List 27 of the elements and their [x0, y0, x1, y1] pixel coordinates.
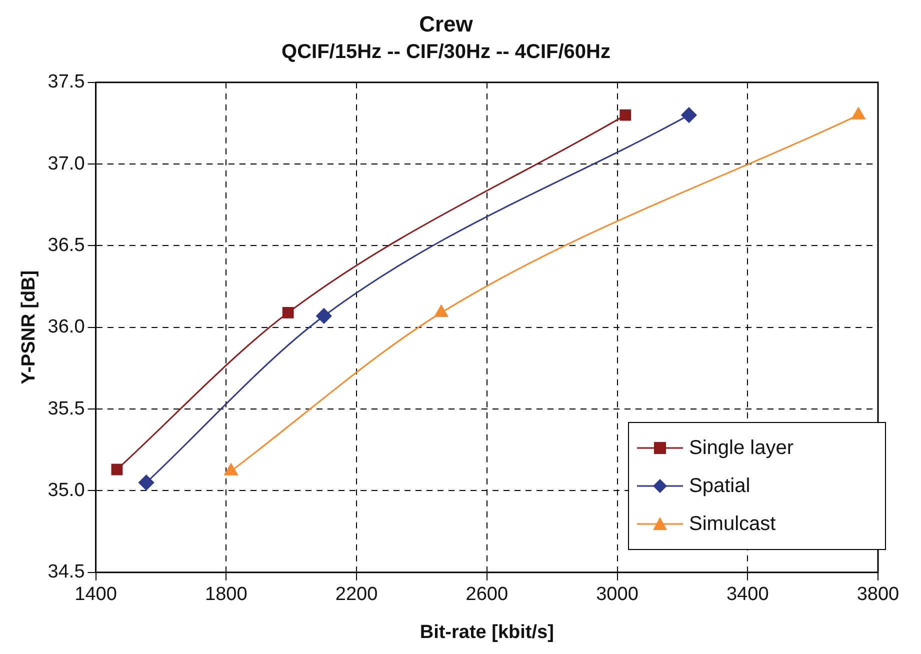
y-tick-label: 36.0 — [48, 316, 85, 338]
x-tick-label: 2600 — [466, 584, 508, 606]
y-tick-label: 34.5 — [48, 562, 85, 583]
legend-label: Single layer — [689, 436, 794, 460]
x-tick-label: 3000 — [596, 584, 638, 606]
point — [681, 107, 697, 123]
point — [111, 464, 123, 476]
y-tick-label: 37.5 — [48, 72, 85, 93]
x-tick-label: 3400 — [726, 584, 769, 606]
chart-subtitle: QCIF/15Hz -- CIF/30Hz -- 4CIF/60Hz — [282, 40, 610, 63]
x-tick-label: 1400 — [74, 584, 117, 606]
y-axis-title: Y-PSNR [dB] — [18, 270, 40, 384]
x-axis-title: Bit-rate [kbit/s] — [420, 622, 554, 643]
point — [282, 307, 294, 318]
chart-title: Crew — [419, 11, 474, 36]
point — [620, 109, 632, 121]
point — [316, 308, 332, 324]
y-tick-label: 35.5 — [48, 398, 85, 420]
x-tick-label: 3800 — [856, 584, 900, 606]
x-tick-label: 1800 — [205, 584, 248, 606]
x-tick-label: 2200 — [335, 584, 378, 606]
legend-label: Simulcast — [689, 512, 776, 536]
legend-label: Spatial — [689, 474, 750, 498]
point — [138, 474, 154, 490]
y-tick-label: 37.0 — [48, 153, 85, 174]
y-tick-label: 35.0 — [48, 480, 85, 501]
y-tick-label: 36.5 — [48, 234, 85, 256]
